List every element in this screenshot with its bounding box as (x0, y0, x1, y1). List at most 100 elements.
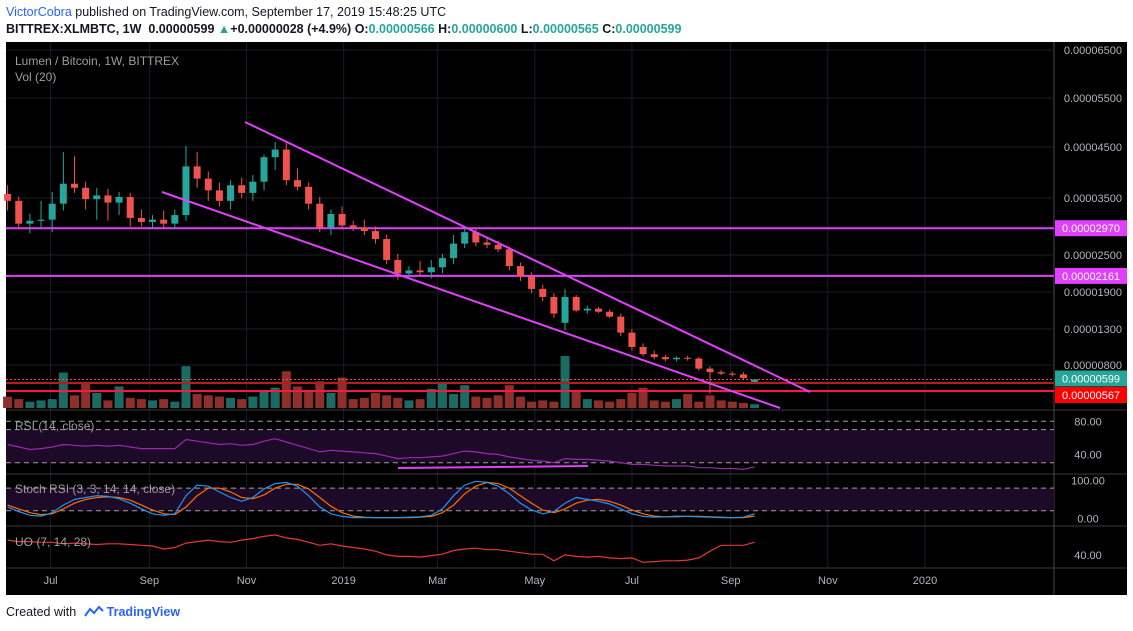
candle (327, 209, 335, 236)
author-link[interactable]: VictorCobra (6, 5, 72, 19)
candle (550, 293, 558, 318)
candle (316, 196, 324, 233)
volume-bar (237, 399, 247, 408)
volume-bar (538, 400, 548, 408)
trendlines (161, 121, 811, 409)
candle (505, 246, 513, 271)
volume-bar (750, 404, 760, 408)
volume-bar (69, 395, 79, 408)
candle (149, 215, 157, 228)
candle (561, 288, 569, 331)
candle (4, 185, 12, 211)
price-tag-label: 0.00000599 (1062, 373, 1120, 385)
volume-bar (727, 401, 737, 408)
publish-line: VictorCobra published on TradingView.com… (6, 5, 446, 19)
last-price: 0.00000599 (148, 22, 215, 36)
volume-bar (337, 377, 347, 408)
candle (405, 266, 413, 279)
candle (572, 295, 580, 312)
time-tick-label: 2020 (913, 575, 937, 587)
grid (6, 42, 1054, 568)
uo-legend: UO (7, 14, 28) (15, 535, 91, 549)
candle (137, 209, 145, 227)
indicators (6, 420, 1054, 563)
chart-canvas[interactable]: Jul Sep Nov 2019 Mar May Jul Sep Nov 2020 0.000065… (0, 42, 1133, 595)
plot-background (6, 42, 1054, 595)
price-tag-label: 0.00002161 (1062, 271, 1120, 283)
candle (15, 196, 23, 228)
volume-bar (672, 399, 682, 408)
rsi-legend: RSI (14, close) (15, 419, 94, 433)
high-value: 0.00000600 (451, 22, 518, 36)
volume-bar (214, 396, 224, 408)
volume-bar (582, 399, 592, 408)
volume-bar (493, 395, 503, 408)
stoch-rsi-legend: Stoch RSI (3, 3, 14, 14, close) (15, 482, 175, 496)
volume-bar (627, 392, 637, 408)
price-tick-label: 0.00001300 (1064, 324, 1122, 336)
volume-bar (471, 396, 481, 408)
time-tick-label: 2019 (331, 575, 355, 587)
candle (360, 219, 368, 236)
volume-bar (148, 400, 158, 408)
symbol-line: BITTREX:XLMBTC, 1W 0.00000599 ▲+0.000000… (6, 22, 681, 36)
price-tick-label: 0.00002500 (1064, 250, 1122, 262)
high-label: H: (438, 22, 452, 36)
candle (438, 253, 446, 274)
candle (673, 356, 681, 362)
stoch-band (6, 488, 1054, 511)
candle (684, 355, 692, 361)
volume-bar (482, 397, 492, 408)
volume-bar (81, 383, 91, 408)
volume-bar (281, 371, 291, 408)
volume-bar (527, 401, 537, 408)
rsi-trendline (397, 465, 589, 469)
volume-bar (92, 392, 102, 408)
candle (59, 152, 67, 211)
candle (260, 154, 268, 191)
candle (126, 192, 134, 227)
tradingview-brand[interactable]: TradingView (106, 605, 181, 619)
price-change: +0.00000028 (+4.9%) (230, 22, 352, 36)
volume-bar (292, 386, 302, 408)
time-tick-label: May (524, 575, 545, 587)
volume-bar (504, 385, 514, 408)
volume-bar (705, 395, 715, 408)
volume-bar (226, 397, 236, 408)
candle (728, 371, 736, 377)
stoch-k-line (7, 480, 755, 519)
volume-bar (114, 386, 124, 408)
candle (461, 227, 469, 249)
volume-bar (738, 402, 748, 408)
candle (82, 181, 90, 210)
time-tick-label: Mar (428, 575, 447, 587)
rsi-line (7, 438, 755, 470)
volume-bar (25, 401, 35, 408)
volume-bar (170, 401, 180, 408)
volume-bar (371, 392, 381, 408)
candle (48, 191, 56, 233)
candle (193, 152, 201, 188)
volume-bar (415, 399, 425, 408)
candle (26, 213, 34, 234)
candle (583, 305, 591, 314)
low-value: 0.00000565 (532, 22, 599, 36)
volume-bar (404, 400, 414, 408)
close-value: 0.00000599 (615, 22, 682, 36)
volume-bar (348, 399, 358, 408)
volume-bar (460, 385, 470, 408)
price-tag (1055, 267, 1127, 284)
candle (372, 226, 380, 244)
volume-bar (449, 394, 459, 408)
candle (293, 168, 301, 191)
candle (594, 306, 602, 313)
volume-bar (426, 388, 436, 408)
candle (472, 227, 480, 247)
volume-bars (3, 356, 760, 408)
candle (115, 191, 123, 216)
volume-bar (515, 396, 525, 408)
candle (717, 370, 725, 376)
volume-bar (125, 397, 135, 408)
candle (204, 171, 212, 201)
candle (182, 146, 190, 221)
